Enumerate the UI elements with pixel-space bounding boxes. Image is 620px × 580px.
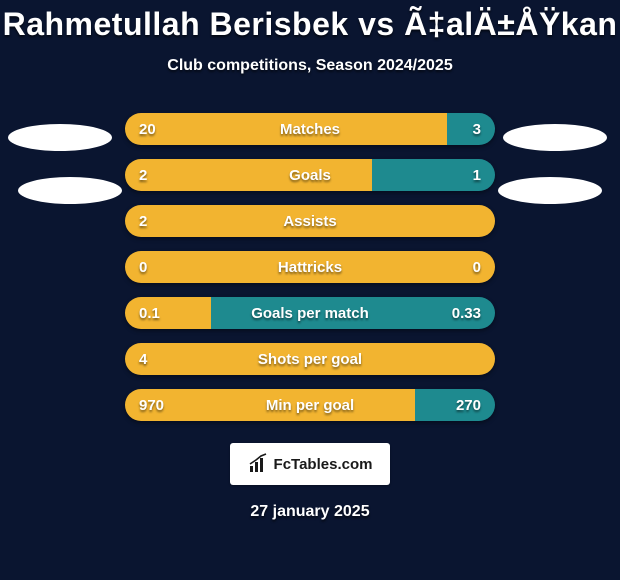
chart-icon [248,453,270,475]
decor-ellipse [503,124,607,151]
stat-row: 970Min per goal270 [125,389,495,421]
stat-row: 4Shots per goal [125,343,495,375]
stat-row: 20Matches3 [125,113,495,145]
stat-row: 0.1Goals per match0.33 [125,297,495,329]
site-logo: FcTables.com [230,443,390,485]
stat-row: 2Goals1 [125,159,495,191]
stat-bar-left [125,251,495,283]
stats-list: 20Matches3 2Goals1 2Assists 0Hattricks0 0.1G… [125,113,495,421]
comparison-card: Rahmetullah Berisbek vs Ã‡alÄ±ÅŸkan Club… [0,0,620,580]
stat-bar-left [125,205,495,237]
stat-bar-right [372,159,495,191]
stat-bar-left [125,297,211,329]
decor-ellipse [498,177,602,204]
stat-bar-left [125,113,447,145]
logo-text: FcTables.com [274,456,373,473]
decor-ellipse [8,124,112,151]
stat-row: 0Hattricks0 [125,251,495,283]
stat-bar-right [415,389,495,421]
page-title: Rahmetullah Berisbek vs Ã‡alÄ±ÅŸkan [0,6,620,43]
stat-bar-right [211,297,495,329]
stat-bar-left [125,343,495,375]
stat-bar-left [125,389,415,421]
page-subtitle: Club competitions, Season 2024/2025 [0,57,620,75]
stat-bar-left [125,159,372,191]
date-label: 27 january 2025 [0,503,620,521]
stat-bar-right [447,113,495,145]
decor-ellipse [18,177,122,204]
stat-row: 2Assists [125,205,495,237]
